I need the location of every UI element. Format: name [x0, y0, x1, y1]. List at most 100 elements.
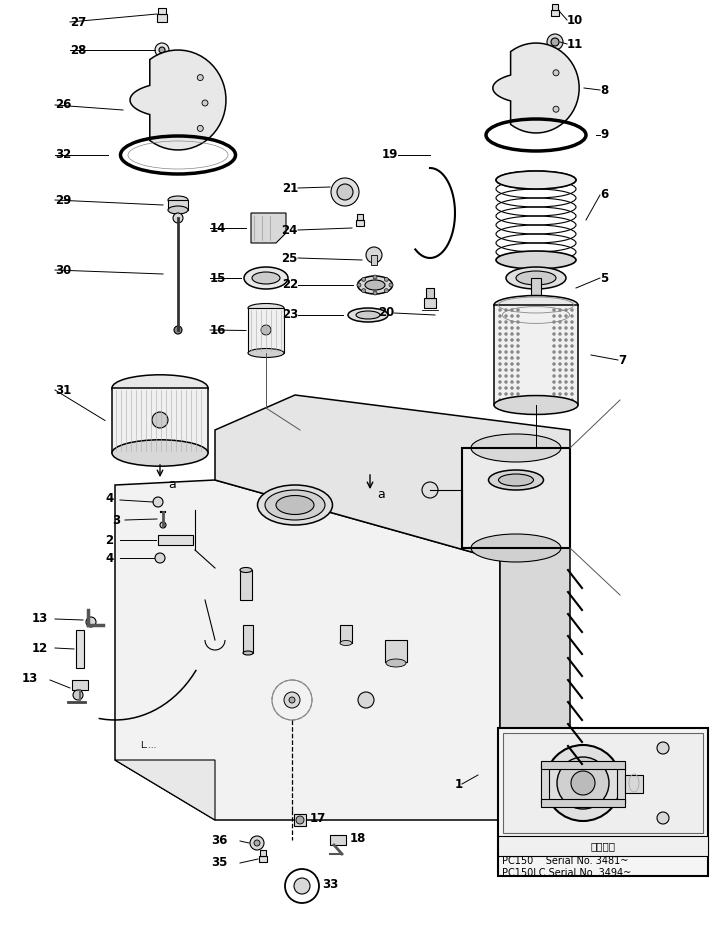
Circle shape	[559, 368, 562, 372]
Circle shape	[362, 278, 366, 281]
Circle shape	[552, 368, 556, 372]
Circle shape	[570, 320, 574, 324]
Circle shape	[498, 344, 501, 348]
Text: 13: 13	[32, 611, 48, 624]
Circle shape	[552, 314, 556, 317]
Circle shape	[498, 332, 501, 336]
Circle shape	[498, 309, 501, 312]
Circle shape	[385, 278, 388, 281]
Circle shape	[657, 812, 669, 824]
Ellipse shape	[471, 434, 561, 462]
Circle shape	[516, 332, 520, 336]
Circle shape	[153, 497, 163, 507]
Circle shape	[516, 344, 520, 348]
Ellipse shape	[337, 184, 353, 200]
Circle shape	[86, 617, 96, 627]
Text: 27: 27	[70, 16, 86, 29]
Ellipse shape	[496, 251, 576, 269]
Text: 30: 30	[55, 264, 71, 277]
Circle shape	[552, 380, 556, 384]
Text: 24: 24	[282, 224, 298, 237]
Bar	[503, 733, 703, 833]
Bar	[158, 8, 166, 14]
Circle shape	[510, 314, 513, 317]
Ellipse shape	[357, 276, 393, 294]
Text: 13: 13	[22, 672, 38, 684]
Circle shape	[498, 368, 501, 372]
Text: 3: 3	[112, 513, 120, 526]
Bar	[617, 763, 625, 803]
Circle shape	[571, 771, 595, 795]
Circle shape	[570, 351, 574, 353]
Circle shape	[516, 327, 520, 329]
Circle shape	[551, 38, 559, 46]
Ellipse shape	[168, 206, 188, 214]
Ellipse shape	[243, 651, 253, 655]
Bar	[551, 10, 559, 16]
Text: 14: 14	[210, 221, 226, 235]
Circle shape	[559, 380, 562, 384]
Circle shape	[552, 363, 556, 365]
Circle shape	[564, 314, 567, 317]
Bar	[158, 535, 193, 545]
Text: 4: 4	[105, 551, 114, 564]
Circle shape	[564, 368, 567, 372]
Text: 23: 23	[282, 309, 298, 322]
Bar	[385, 640, 407, 662]
Text: a: a	[168, 478, 175, 491]
Circle shape	[559, 332, 562, 336]
Ellipse shape	[494, 396, 578, 414]
Circle shape	[505, 309, 508, 312]
Text: 11: 11	[567, 38, 583, 51]
Circle shape	[559, 309, 562, 312]
Text: 17: 17	[310, 811, 326, 824]
Circle shape	[552, 344, 556, 348]
Text: 26: 26	[55, 98, 71, 112]
Circle shape	[559, 351, 562, 353]
Bar	[462, 448, 570, 548]
Circle shape	[505, 320, 508, 324]
Text: 6: 6	[600, 189, 608, 202]
Text: 15: 15	[210, 272, 226, 285]
Ellipse shape	[248, 303, 284, 313]
Circle shape	[505, 368, 508, 372]
Bar	[498, 836, 708, 856]
Circle shape	[202, 100, 208, 106]
Circle shape	[570, 356, 574, 360]
Circle shape	[498, 363, 501, 365]
Text: 1: 1	[455, 779, 463, 792]
Bar	[72, 680, 88, 690]
Bar	[168, 200, 188, 210]
Circle shape	[564, 332, 567, 336]
Circle shape	[174, 326, 182, 334]
Circle shape	[564, 387, 567, 389]
Circle shape	[152, 412, 168, 428]
Ellipse shape	[348, 308, 388, 322]
Circle shape	[559, 392, 562, 396]
Circle shape	[559, 320, 562, 324]
Circle shape	[250, 836, 264, 850]
Bar	[424, 298, 436, 308]
Circle shape	[657, 742, 669, 754]
Circle shape	[564, 380, 567, 384]
Ellipse shape	[356, 311, 380, 319]
Polygon shape	[115, 480, 500, 820]
Circle shape	[516, 339, 520, 341]
Polygon shape	[493, 43, 579, 133]
Circle shape	[559, 399, 562, 401]
Text: 33: 33	[322, 879, 338, 892]
Circle shape	[510, 356, 513, 360]
Circle shape	[197, 75, 203, 80]
Circle shape	[510, 387, 513, 389]
Circle shape	[516, 399, 520, 401]
Ellipse shape	[244, 267, 288, 289]
Bar	[552, 4, 558, 10]
Ellipse shape	[248, 349, 284, 357]
Circle shape	[373, 275, 377, 279]
Bar	[76, 630, 84, 668]
Circle shape	[564, 351, 567, 353]
Text: 7: 7	[618, 353, 626, 366]
Circle shape	[559, 314, 562, 317]
Ellipse shape	[240, 568, 252, 573]
Polygon shape	[251, 213, 286, 243]
